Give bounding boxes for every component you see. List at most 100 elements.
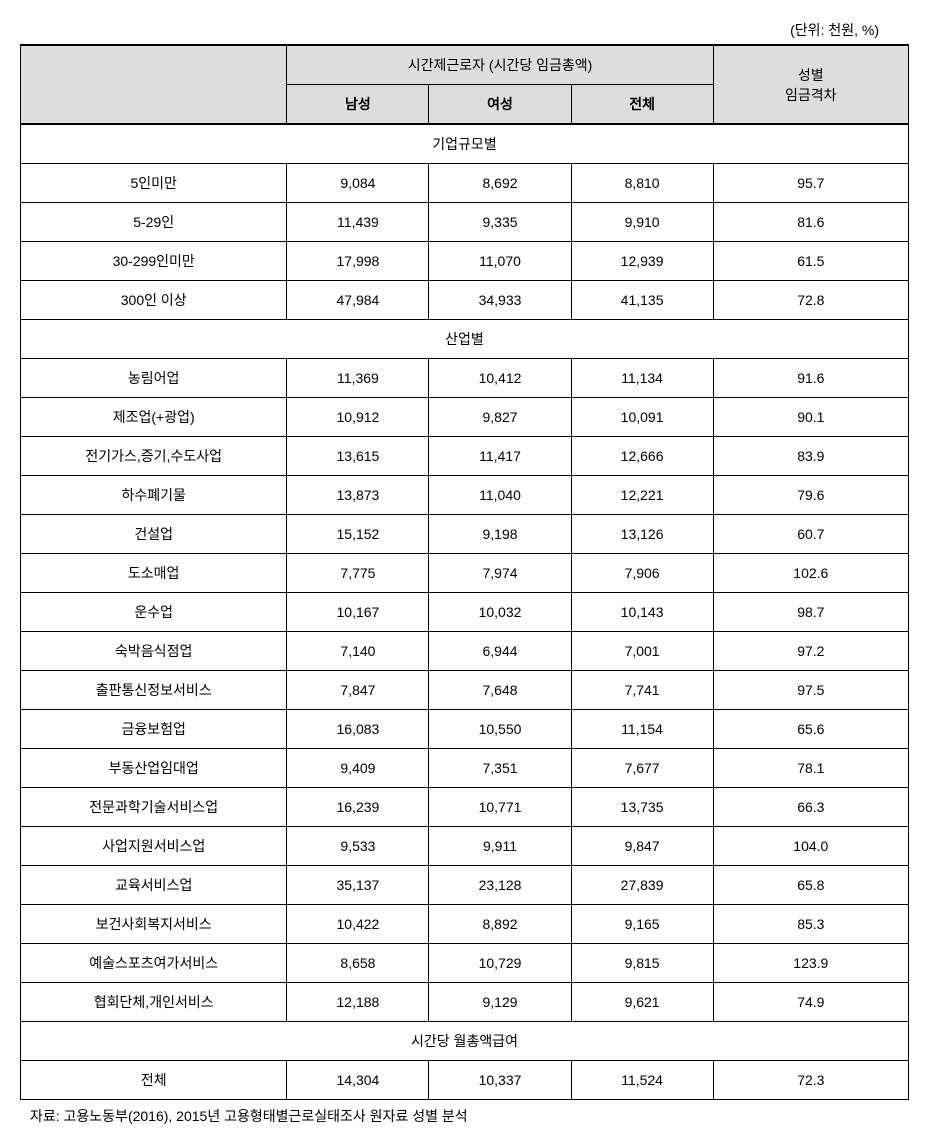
table-row: 도소매업7,7757,9747,906102.6: [21, 554, 909, 593]
cell-total: 13,126: [571, 515, 713, 554]
row-label: 운수업: [21, 593, 287, 632]
cell-female: 9,827: [429, 398, 571, 437]
cell-male: 9,409: [287, 749, 429, 788]
cell-total: 9,910: [571, 203, 713, 242]
cell-total: 8,810: [571, 164, 713, 203]
row-label: 하수폐기물: [21, 476, 287, 515]
row-label: 300인 이상: [21, 281, 287, 320]
row-label: 출판통신정보서비스: [21, 671, 287, 710]
cell-gap: 78.1: [713, 749, 908, 788]
row-label: 예술스포츠여가서비스: [21, 944, 287, 983]
cell-total: 11,154: [571, 710, 713, 749]
cell-total: 9,815: [571, 944, 713, 983]
unit-label: (단위: 천원, %): [20, 20, 909, 40]
cell-gap: 97.5: [713, 671, 908, 710]
cell-total: 9,165: [571, 905, 713, 944]
cell-total: 11,524: [571, 1061, 713, 1100]
row-label: 교육서비스업: [21, 866, 287, 905]
cell-gap: 104.0: [713, 827, 908, 866]
row-label: 부동산업임대업: [21, 749, 287, 788]
cell-female: 8,892: [429, 905, 571, 944]
cell-female: 11,417: [429, 437, 571, 476]
cell-male: 11,439: [287, 203, 429, 242]
header-gap: 성별 임금격차: [713, 45, 908, 124]
cell-gap: 91.6: [713, 359, 908, 398]
table-row: 운수업10,16710,03210,14398.7: [21, 593, 909, 632]
row-label: 제조업(+광업): [21, 398, 287, 437]
header-total: 전체: [571, 85, 713, 125]
cell-female: 10,550: [429, 710, 571, 749]
cell-male: 8,658: [287, 944, 429, 983]
cell-male: 15,152: [287, 515, 429, 554]
header-male: 남성: [287, 85, 429, 125]
section-title: 산업별: [21, 320, 909, 359]
cell-gap: 85.3: [713, 905, 908, 944]
cell-gap: 123.9: [713, 944, 908, 983]
cell-total: 11,134: [571, 359, 713, 398]
cell-gap: 65.8: [713, 866, 908, 905]
cell-male: 13,873: [287, 476, 429, 515]
cell-gap: 81.6: [713, 203, 908, 242]
cell-female: 7,974: [429, 554, 571, 593]
cell-gap: 98.7: [713, 593, 908, 632]
header-corner: [21, 45, 287, 124]
cell-total: 12,221: [571, 476, 713, 515]
cell-female: 10,337: [429, 1061, 571, 1100]
row-label: 건설업: [21, 515, 287, 554]
table-row: 출판통신정보서비스7,8477,6487,74197.5: [21, 671, 909, 710]
cell-female: 9,335: [429, 203, 571, 242]
cell-total: 7,741: [571, 671, 713, 710]
cell-female: 34,933: [429, 281, 571, 320]
cell-female: 9,129: [429, 983, 571, 1022]
row-label: 협회단체,개인서비스: [21, 983, 287, 1022]
section-title: 기업규모별: [21, 124, 909, 164]
table-row: 30-299인미만17,99811,07012,93961.5: [21, 242, 909, 281]
cell-male: 12,188: [287, 983, 429, 1022]
table-row: 전문과학기술서비스업16,23910,77113,73566.3: [21, 788, 909, 827]
cell-female: 11,070: [429, 242, 571, 281]
table-row: 부동산업임대업9,4097,3517,67778.1: [21, 749, 909, 788]
cell-male: 11,369: [287, 359, 429, 398]
cell-female: 7,648: [429, 671, 571, 710]
row-label: 사업지원서비스업: [21, 827, 287, 866]
table-row: 전기가스,증기,수도사업13,61511,41712,66683.9: [21, 437, 909, 476]
section-title: 시간당 월총액급여: [21, 1022, 909, 1061]
cell-female: 8,692: [429, 164, 571, 203]
table-row: 사업지원서비스업9,5339,9119,847104.0: [21, 827, 909, 866]
cell-male: 9,533: [287, 827, 429, 866]
cell-male: 9,084: [287, 164, 429, 203]
cell-total: 13,735: [571, 788, 713, 827]
cell-male: 14,304: [287, 1061, 429, 1100]
cell-female: 10,729: [429, 944, 571, 983]
cell-male: 17,998: [287, 242, 429, 281]
cell-male: 7,775: [287, 554, 429, 593]
cell-female: 9,198: [429, 515, 571, 554]
row-label: 금융보험업: [21, 710, 287, 749]
cell-male: 10,167: [287, 593, 429, 632]
row-label: 전체: [21, 1061, 287, 1100]
cell-gap: 61.5: [713, 242, 908, 281]
cell-male: 10,422: [287, 905, 429, 944]
table-row: 농림어업11,36910,41211,13491.6: [21, 359, 909, 398]
table-row: 협회단체,개인서비스12,1889,1299,62174.9: [21, 983, 909, 1022]
table-row: 예술스포츠여가서비스8,65810,7299,815123.9: [21, 944, 909, 983]
cell-female: 7,351: [429, 749, 571, 788]
cell-female: 23,128: [429, 866, 571, 905]
source-note: 자료: 고용노동부(2016), 2015년 고용형태별근로실태조사 원자료 성…: [20, 1106, 909, 1126]
cell-gap: 95.7: [713, 164, 908, 203]
cell-female: 9,911: [429, 827, 571, 866]
table-row: 하수폐기물13,87311,04012,22179.6: [21, 476, 909, 515]
cell-male: 7,847: [287, 671, 429, 710]
cell-female: 10,032: [429, 593, 571, 632]
row-label: 5-29인: [21, 203, 287, 242]
cell-total: 27,839: [571, 866, 713, 905]
cell-gap: 60.7: [713, 515, 908, 554]
cell-male: 47,984: [287, 281, 429, 320]
header-gap-line1: 성별: [798, 67, 824, 83]
cell-total: 7,677: [571, 749, 713, 788]
row-label: 도소매업: [21, 554, 287, 593]
row-label: 숙박음식점업: [21, 632, 287, 671]
cell-gap: 72.3: [713, 1061, 908, 1100]
cell-gap: 72.8: [713, 281, 908, 320]
table-row: 5-29인11,4399,3359,91081.6: [21, 203, 909, 242]
